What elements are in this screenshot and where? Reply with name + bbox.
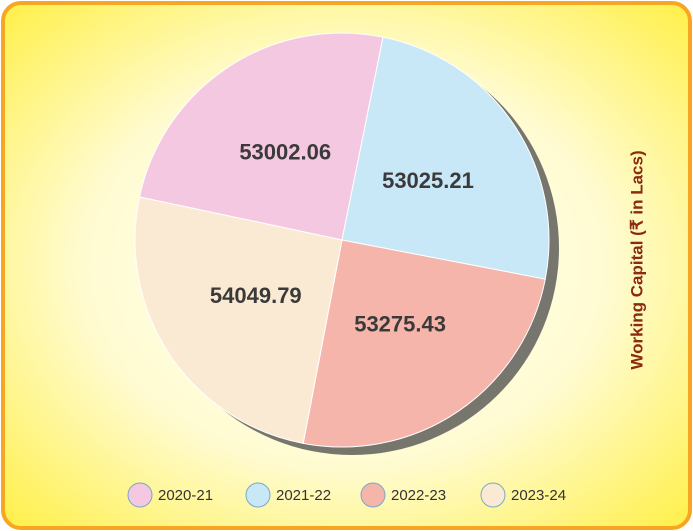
pie-slice xyxy=(138,32,384,241)
pie: 53002.06 53025.21 53275.43 54049.79 xyxy=(134,32,550,448)
legend-swatch xyxy=(245,482,271,508)
legend-swatch xyxy=(480,482,506,508)
legend-label: 2023-24 xyxy=(511,487,566,504)
pie-slice xyxy=(341,36,550,280)
legend-label: 2022-23 xyxy=(391,487,446,504)
value-label: 53002.06 xyxy=(239,139,331,164)
legend-swatch xyxy=(127,482,153,508)
legend-swatch xyxy=(360,482,386,508)
legend-label: 2021-22 xyxy=(276,487,331,504)
pie-slice xyxy=(302,239,546,448)
legend-label: 2020-21 xyxy=(158,487,213,504)
value-label: 53275.43 xyxy=(354,311,446,336)
pie-slice xyxy=(134,196,343,444)
chart-title: Working Capital (₹ in Lacs) xyxy=(627,150,646,369)
value-label: 53025.21 xyxy=(382,168,474,193)
value-label: 54049.79 xyxy=(210,283,302,308)
legend: 2020-21 2021-22 2022-23 2023-24 xyxy=(127,482,566,508)
